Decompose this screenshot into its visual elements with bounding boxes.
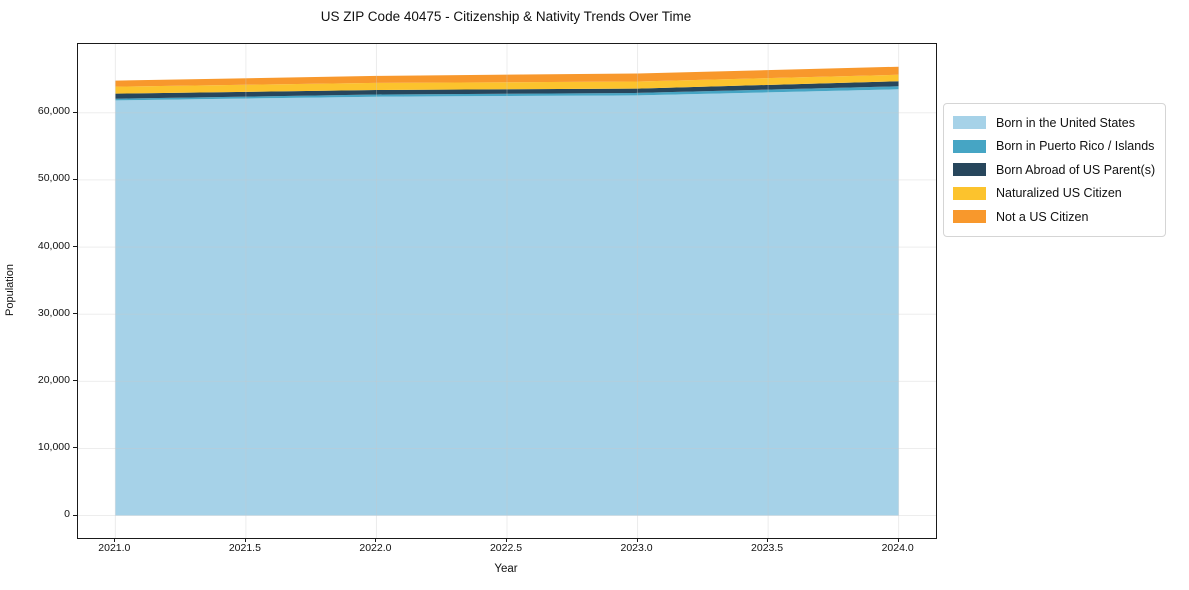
y-tick-label: 60,000 bbox=[37, 105, 70, 118]
legend-label: Naturalized US Citizen bbox=[996, 186, 1122, 201]
y-tick-label: 30,000 bbox=[37, 306, 70, 319]
x-tick-mark bbox=[375, 538, 377, 542]
area-series-2 bbox=[115, 81, 899, 99]
area-series-1 bbox=[115, 86, 899, 101]
legend-item: Born Abroad of US Parent(s) bbox=[953, 158, 1155, 182]
y-tick-mark bbox=[73, 380, 77, 382]
plot-area bbox=[77, 43, 937, 539]
x-tick-mark bbox=[767, 538, 769, 542]
x-tick-label: 2023.5 bbox=[751, 542, 784, 554]
x-tick-mark bbox=[636, 538, 638, 542]
legend-swatch-icon bbox=[953, 186, 986, 200]
x-tick-mark bbox=[506, 538, 507, 542]
legend-swatch-icon bbox=[953, 163, 986, 177]
x-tick-mark bbox=[244, 538, 246, 542]
chart-title: US ZIP Code 40475 - Citizenship & Nativi… bbox=[320, 9, 692, 24]
area-series-0 bbox=[115, 89, 899, 516]
x-axis-label: Year bbox=[494, 563, 518, 575]
y-tick-mark bbox=[73, 514, 77, 516]
legend-item: Naturalized US Citizen bbox=[953, 182, 1155, 206]
y-tick-label: 0 bbox=[64, 508, 70, 520]
y-tick-mark bbox=[73, 178, 77, 180]
y-tick-mark bbox=[73, 447, 77, 449]
y-tick-label: 20,000 bbox=[37, 373, 70, 386]
y-tick-mark bbox=[73, 111, 77, 113]
legend-swatch-icon bbox=[953, 210, 986, 224]
legend-swatch-icon bbox=[953, 116, 986, 130]
x-tick-mark bbox=[114, 538, 116, 542]
x-tick-label: 2024.0 bbox=[881, 542, 914, 554]
legend-swatch-icon bbox=[953, 139, 986, 153]
x-tick-label: 2021.0 bbox=[98, 542, 131, 554]
legend-item: Born in the United States bbox=[953, 111, 1155, 135]
area-series-3 bbox=[115, 74, 899, 94]
legend-item: Born in Puerto Rico / Islands bbox=[953, 135, 1155, 159]
legend-item: Not a US Citizen bbox=[953, 205, 1155, 229]
legend-label: Born in the United States bbox=[996, 115, 1135, 130]
legend-label: Born in Puerto Rico / Islands bbox=[996, 139, 1155, 154]
x-tick-mark bbox=[897, 538, 899, 542]
legend: Born in the United States Born in Puerto … bbox=[943, 103, 1167, 237]
area-series-4 bbox=[115, 66, 899, 87]
y-tick-label: 40,000 bbox=[37, 239, 70, 252]
legend-label: Born Abroad of US Parent(s) bbox=[996, 162, 1156, 177]
x-tick-label: 2023.0 bbox=[620, 542, 653, 554]
x-tick-label: 2022.0 bbox=[359, 542, 392, 554]
x-tick-label: 2021.5 bbox=[228, 542, 261, 554]
y-tick-label: 10,000 bbox=[37, 440, 70, 453]
y-tick-label: 50,000 bbox=[37, 172, 70, 185]
stacked-area-chart bbox=[78, 44, 936, 538]
legend-label: Not a US Citizen bbox=[996, 209, 1089, 224]
y-tick-mark bbox=[73, 246, 77, 248]
y-tick-mark bbox=[73, 313, 77, 315]
x-tick-label: 2022.5 bbox=[489, 542, 523, 554]
